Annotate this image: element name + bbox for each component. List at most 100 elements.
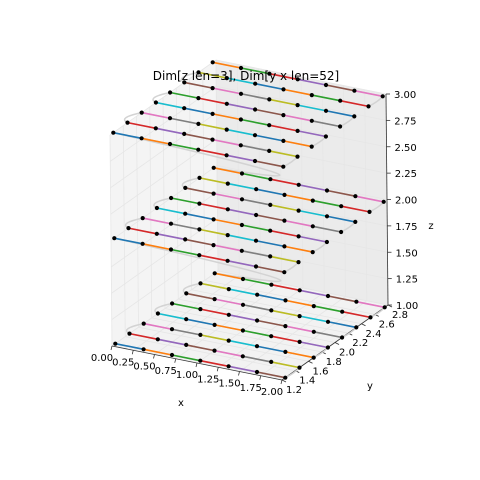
data-point [254, 187, 259, 192]
data-point [225, 233, 230, 238]
series-segment [184, 107, 213, 115]
data-point [311, 355, 316, 360]
x-tick [131, 350, 134, 355]
series-segment [241, 172, 271, 180]
series-segment [356, 300, 385, 309]
x-tick [110, 345, 113, 351]
data-point [354, 299, 359, 304]
data-point [226, 287, 231, 292]
series-segment [297, 78, 327, 86]
data-point [254, 344, 260, 349]
data-point [323, 108, 329, 113]
x-tick-label: 2.00 [261, 387, 283, 398]
data-point [253, 238, 259, 243]
data-point [282, 270, 287, 275]
z-tick-label: 2.00 [395, 196, 417, 207]
series-segment [213, 244, 242, 252]
grid-line [178, 298, 349, 334]
series-segment [198, 148, 227, 157]
series-segment [326, 215, 356, 223]
series-segment [240, 67, 270, 75]
series-segment [185, 238, 214, 246]
x-tick [195, 362, 198, 368]
data-point [240, 354, 245, 359]
data-point [155, 337, 160, 342]
data-point [139, 110, 144, 115]
data-point [169, 327, 175, 332]
series-segment [128, 227, 157, 235]
series-segment [285, 325, 314, 333]
data-point [240, 328, 245, 333]
series-segment [170, 222, 200, 231]
series-segment [354, 89, 383, 98]
grid-line [217, 217, 388, 253]
series-segment [141, 111, 171, 120]
grid-line [191, 289, 362, 325]
series-segment [313, 305, 343, 313]
data-point [225, 207, 230, 212]
x-tick-label: 0.75 [155, 366, 177, 377]
data-point [225, 181, 230, 186]
series-segment [226, 128, 256, 137]
series-segment [227, 260, 257, 268]
x-tick-label: 1.75 [240, 383, 262, 394]
series-segment [212, 113, 242, 121]
series-segment [256, 371, 286, 379]
data-point [111, 130, 116, 135]
data-point [380, 94, 385, 99]
data-point [139, 136, 144, 141]
series-segment [129, 332, 158, 341]
series-segment [228, 365, 258, 373]
series-segment [171, 302, 201, 310]
z-axis-label: z [428, 221, 433, 232]
data-point [140, 216, 145, 221]
series-segment [213, 218, 243, 226]
series-segment [313, 331, 343, 339]
series-segment [255, 265, 285, 273]
x-tick-label: 1.50 [218, 379, 240, 390]
grid-line [217, 191, 388, 227]
data-point [309, 144, 314, 149]
series-segment [271, 361, 300, 369]
data-point [226, 312, 231, 317]
series-segment [254, 160, 284, 168]
data-point [224, 101, 229, 106]
data-point [366, 104, 371, 109]
data-point [324, 214, 330, 219]
series-segment [311, 120, 341, 128]
series-segment [227, 182, 257, 191]
level-connector [114, 237, 282, 283]
series-segment [269, 72, 298, 81]
grid-line [125, 336, 296, 372]
series-segment [256, 188, 285, 196]
series-segment [311, 94, 341, 102]
series-segment [270, 204, 299, 212]
data-point [324, 188, 330, 193]
data-point [281, 138, 286, 143]
grid-line [216, 165, 388, 200]
series-segment [297, 130, 327, 138]
data-point [324, 239, 329, 245]
data-point [182, 80, 187, 85]
series-segment [327, 320, 357, 329]
series-segment [186, 292, 215, 300]
series-segment [200, 334, 229, 342]
z-tick-label: 2.75 [394, 116, 416, 127]
series-segment [285, 299, 314, 307]
x-axis-label: x [178, 398, 184, 409]
grid-line [138, 326, 309, 362]
series-segment [269, 124, 298, 132]
series-segment [169, 91, 199, 99]
series-segment [240, 92, 270, 101]
series-segment [269, 98, 298, 106]
series-segment [297, 104, 327, 112]
series-segment [214, 349, 243, 358]
x-tick [280, 379, 283, 385]
z-tick-label: 1.25 [396, 275, 418, 286]
series-segment [115, 342, 144, 351]
data-point [297, 339, 302, 344]
series-segment [299, 315, 329, 323]
data-point [211, 191, 216, 196]
series-segment [242, 355, 272, 363]
plot-area [111, 60, 387, 380]
